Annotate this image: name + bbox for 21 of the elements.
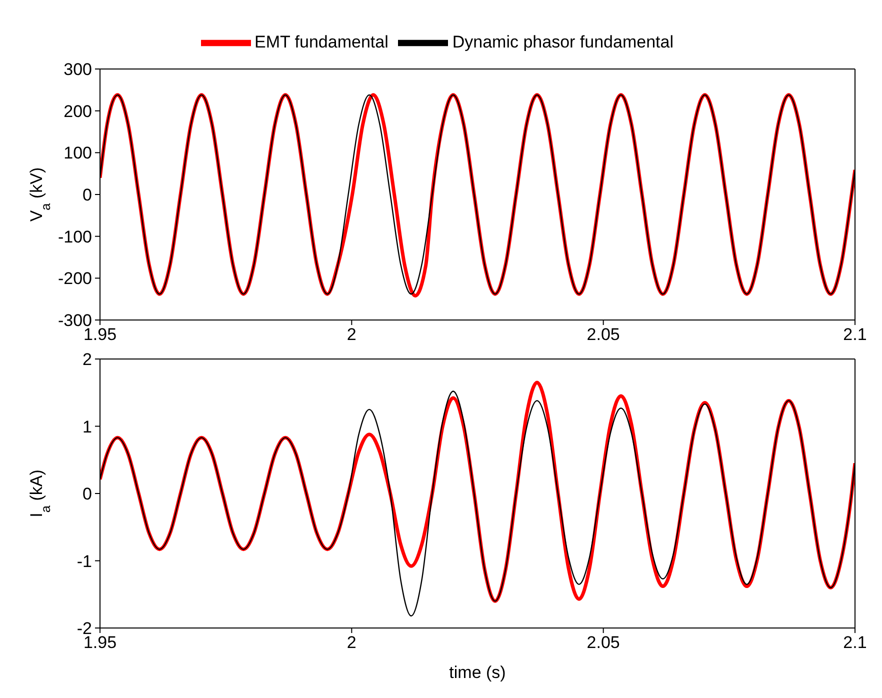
- x-tick-label: 1.95: [83, 325, 117, 344]
- y-tick-label: 200: [64, 102, 92, 121]
- x-tick-label: 2.05: [586, 633, 620, 652]
- y-tick-label: 100: [64, 144, 92, 163]
- y-tick-label: -200: [58, 269, 92, 288]
- y-tick-label: 2: [82, 350, 92, 370]
- x-tick-label: 2.1: [843, 633, 867, 652]
- y-tick-label: -1: [76, 552, 92, 571]
- x-tick-label: 2.05: [586, 325, 620, 344]
- legend-label: EMT fundamental: [254, 32, 388, 52]
- x-tick-label: 2: [346, 325, 356, 344]
- y-tick-label: 0: [82, 484, 92, 504]
- legend-label: Dynamic phasor fundamental: [452, 32, 674, 52]
- y-tick-label: -100: [58, 227, 92, 246]
- y-tick-label: 300: [64, 60, 92, 80]
- y-tick-label: 0: [82, 186, 92, 205]
- x-tick-label: 2: [346, 633, 356, 652]
- y-tick-label: 1: [82, 417, 92, 436]
- x-tick-label: 1.95: [83, 633, 117, 652]
- x-axis-title: time (s): [449, 663, 506, 682]
- x-tick-label: 2.1: [843, 325, 867, 344]
